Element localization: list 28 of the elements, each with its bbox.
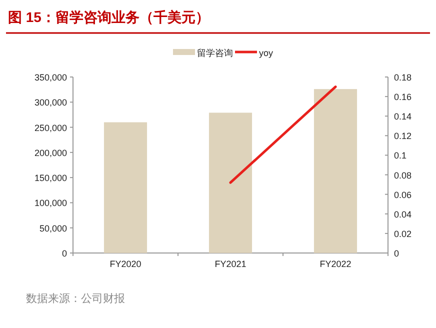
y2-tick-label: 0.18 bbox=[394, 72, 412, 82]
x-tick-label: FY2020 bbox=[110, 259, 142, 269]
y2-tick-label: 0.16 bbox=[394, 92, 412, 102]
y-tick-label: 100,000 bbox=[34, 198, 67, 208]
y2-tick-label: 0.12 bbox=[394, 131, 412, 142]
legend-label: yoy bbox=[259, 48, 274, 58]
legend-label: 留学咨询 bbox=[197, 48, 233, 58]
bar bbox=[104, 122, 148, 253]
y2-tick-label: 0.08 bbox=[394, 170, 412, 180]
x-tick-label: FY2021 bbox=[214, 259, 246, 269]
bar bbox=[208, 112, 252, 253]
y2-tick-label: 0.06 bbox=[394, 190, 412, 200]
bar bbox=[314, 89, 358, 253]
annotation: 数据来源：公司财报 bbox=[26, 293, 125, 305]
y-tick-label: 150,000 bbox=[34, 173, 67, 184]
title: 图 15：留学咨询业务（千美元） bbox=[8, 9, 210, 25]
y2-tick-label: 0 bbox=[394, 248, 400, 258]
y-tick-label: 350,000 bbox=[34, 72, 67, 82]
y-tick-label: 200,000 bbox=[34, 148, 67, 158]
y-tick-label: 250,000 bbox=[34, 122, 67, 133]
y-tick-label: 300,000 bbox=[34, 98, 67, 108]
y-tick-label: 0 bbox=[62, 248, 67, 258]
x-tick-label: FY2022 bbox=[320, 259, 352, 269]
y2-tick-label: 0.04 bbox=[394, 209, 412, 220]
y-tick-label: 50,000 bbox=[39, 223, 67, 234]
y2-tick-label: 0.1 bbox=[394, 150, 407, 161]
y2-tick-label: 0.02 bbox=[394, 228, 412, 239]
y2-tick-label: 0.14 bbox=[394, 112, 412, 122]
